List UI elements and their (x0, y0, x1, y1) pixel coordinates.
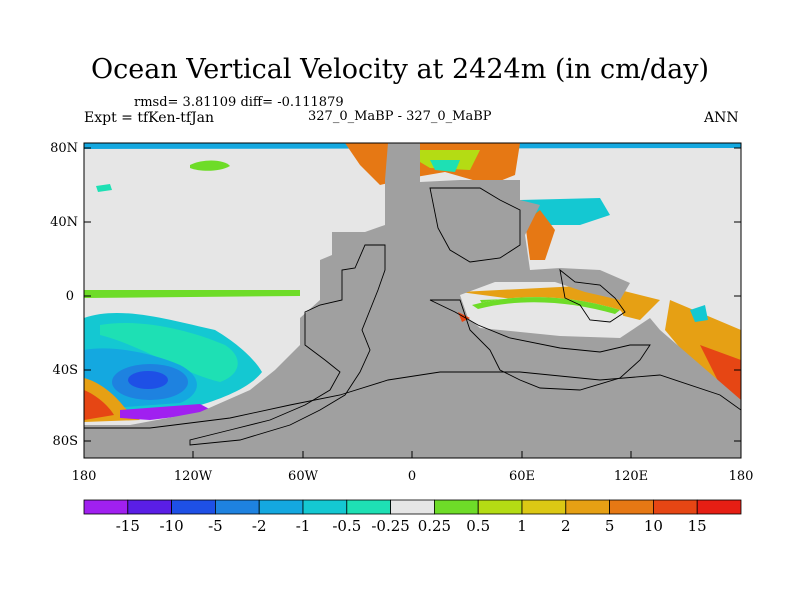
colorbar-label: 0.5 (466, 517, 490, 535)
coastline-africa (429, 299, 651, 391)
colorbar-box (302, 499, 348, 515)
colorbar-label: 15 (688, 517, 707, 535)
colorbar-box (609, 499, 654, 515)
colorbar-box (653, 499, 698, 515)
lat-label-40s: 40S (53, 363, 78, 378)
velocity-field (84, 143, 741, 422)
lat-label-80s: 80S (53, 434, 78, 449)
colorbar-label: 2 (561, 517, 571, 535)
coastline-asia (559, 268, 626, 323)
lon-label-180e: 180 (729, 469, 754, 484)
colorbar-box (83, 499, 129, 515)
colorbar: -15 -10 -5 -2 -1 -0.5 -0.25 0.25 0.5 1 2 5 10 15 (83, 499, 742, 535)
colorbar-box (565, 499, 610, 515)
equatorial-green-band (84, 290, 300, 298)
colorbar-box (433, 499, 479, 515)
indian-ocean-rim-hot-region (525, 210, 555, 260)
lat-ticks (84, 147, 741, 442)
lat-label-0: 0 (66, 289, 74, 304)
colorbar-box (390, 499, 435, 515)
colorbar-label: 0.25 (418, 517, 451, 535)
north-atlantic-cyan-region (430, 160, 460, 172)
lon-label-180w: 180 (72, 469, 97, 484)
southern-purple-strip (120, 404, 215, 420)
coastline-antarctic (84, 371, 741, 429)
lon-label-60e: 60E (509, 469, 535, 484)
plot-title: Ocean Vertical Velocity at 2424m (in cm/… (90, 54, 710, 85)
colorbar-label: -10 (160, 517, 184, 535)
colorbar-label: 5 (605, 517, 615, 535)
colorbar-label: -2 (252, 517, 267, 535)
lon-label-120e: 120E (614, 469, 648, 484)
stats-text: rmsd= 3.81109 diff= -0.111879 (134, 95, 344, 110)
season-label: ANN (704, 110, 739, 126)
case-label: 327_0_MaBP - 327_0_MaBP (308, 109, 492, 124)
south-pacific-teal-region (100, 322, 238, 382)
lon-label-0: 0 (408, 469, 416, 484)
colorbar-box (521, 499, 567, 515)
north-pacific-green-patch (190, 160, 230, 171)
southeast-cyan-patch (690, 305, 708, 322)
south-pacific-core-inner (128, 371, 168, 389)
colorbar-box (127, 499, 173, 515)
coastline-americas (189, 244, 386, 446)
colorbar-label: -1 (296, 517, 311, 535)
colorbar-box (696, 499, 742, 515)
lon-ticks (83, 451, 742, 458)
experiment-label: Expt = tfKen-tfJan (84, 110, 215, 126)
coastlines (84, 187, 741, 446)
southeast-hot-region (700, 345, 741, 400)
coastline-eurasia (429, 187, 521, 263)
southwest-hot-region (84, 390, 114, 420)
colorbar-label: 10 (644, 517, 663, 535)
land-mass (84, 143, 741, 458)
lon-label-60w: 60W (288, 469, 319, 484)
colorbar-box (477, 499, 523, 515)
colorbar-label: 1 (517, 517, 527, 535)
colorbar-label: -0.5 (332, 517, 361, 535)
north-pacific-cyan-patch (96, 184, 112, 192)
indian-basin-edge-green (472, 297, 620, 314)
colorbar-label: -15 (116, 517, 140, 535)
colorbar-label: -5 (208, 517, 223, 535)
lat-label-80n: 80N (50, 141, 78, 156)
colorbar-box (214, 499, 260, 515)
colorbar-box (171, 499, 216, 515)
colorbar-box (346, 499, 391, 515)
colorbar-box (258, 499, 304, 515)
lat-label-40n: 40N (50, 215, 78, 230)
colorbar-label: -0.25 (371, 517, 409, 535)
lon-label-120w: 120W (174, 469, 213, 484)
